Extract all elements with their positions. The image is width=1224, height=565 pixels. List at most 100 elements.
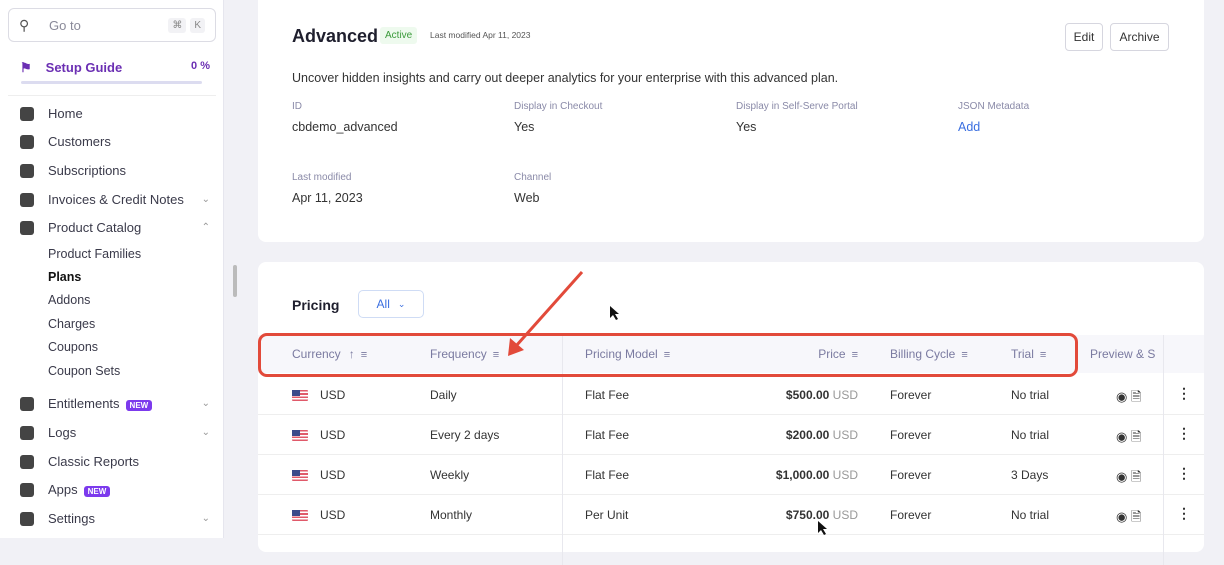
setup-guide[interactable]: ⚑ Setup Guide 0 % [20,60,210,75]
field-value: Web [514,191,540,205]
sidebar-item-invoices-credit-notes[interactable]: Invoices & Credit Notes ⌄ [20,192,210,207]
divider [8,95,216,96]
sidebar-item-customers[interactable]: Customers [20,134,210,149]
gear-icon [20,511,34,526]
setup-progress-bar [21,81,202,84]
logs-icon [20,425,34,440]
column-header[interactable]: Preview & S [1090,347,1156,361]
page-title: Advanced [292,26,379,46]
more-options-icon[interactable]: ⋮ [1177,465,1191,481]
table-row[interactable]: USD Every 2 days Flat Fee $200.00 USD Fo… [258,415,1204,455]
flag-icon: ⚑ [20,60,32,75]
table-row[interactable]: USD Daily Flat Fee $500.00 USD Forever N… [258,375,1204,415]
filter-icon[interactable]: ≡ [492,349,500,361]
eye-icon[interactable]: ◉ [1116,509,1128,524]
document-icon[interactable]: 🗎 [1130,429,1142,444]
filter-icon[interactable]: ≡ [961,349,968,361]
sidebar-subitem[interactable]: Coupons [48,340,99,354]
column-header[interactable]: Billing Cycle ≡ [890,347,968,361]
more-options-icon[interactable]: ⋮ [1177,505,1191,521]
document-icon[interactable]: 🗎 [1130,469,1142,484]
field-label: ID [292,101,302,112]
home-icon [20,106,34,121]
us-flag-icon [292,510,308,522]
field-label: Display in Self-Serve Portal [736,101,858,112]
filter-icon[interactable]: ≡ [1039,349,1047,361]
status-badge: Active [380,27,418,44]
field-value: Yes [736,120,757,134]
chevron-icon: ⌄ [201,398,210,409]
sidebar-subitem[interactable]: Charges [48,317,96,331]
catalog-icon [20,220,34,235]
shortcut-key: K [190,17,205,33]
chevron-down-icon: ⌄ [397,298,406,309]
pricing-filter-select[interactable]: All ⌄ [358,290,424,318]
field-label: Last modified [292,172,352,183]
us-flag-icon [292,430,308,442]
field-value[interactable]: Add [958,120,981,134]
column-divider [1163,335,1164,565]
last-modified: Last modified Apr 11, 2023 [430,30,531,40]
sidebar-item-settings[interactable]: Settings ⌄ [20,511,210,526]
sidebar-subitem[interactable]: Coupon Sets [48,364,121,378]
eye-icon[interactable]: ◉ [1116,469,1128,484]
eye-icon[interactable]: ◉ [1116,429,1128,444]
search-input[interactable]: ⚲ Go to ⌘ K [8,8,216,42]
crown-icon [20,396,34,411]
eye-icon[interactable]: ◉ [1116,389,1128,404]
sidebar-item-classic-reports[interactable]: Classic Reports [20,454,210,469]
new-badge: NEW [125,400,153,411]
subscriptions-icon [20,163,34,178]
chevron-icon: ⌄ [201,194,210,205]
column-header[interactable]: Pricing Model ≡ [585,347,671,361]
pricing-title: Pricing [292,297,340,313]
field-label: Channel [514,172,552,183]
filter-icon[interactable]: ≡ [360,349,368,361]
sidebar-item-apps[interactable]: Apps NEW [20,482,210,497]
sidebar-subitem[interactable]: Addons [48,293,91,307]
column-header[interactable]: Trial ≡ [1011,347,1047,361]
highlight-box [258,333,1078,377]
apps-icon [20,482,34,497]
plan-details-card: Advanced Active Last modified Apr 11, 20… [258,0,1204,242]
table-row[interactable]: USD Weekly Flat Fee $1,000.00 USD Foreve… [258,455,1204,495]
sidebar-resize-handle[interactable] [233,265,237,297]
sort-asc-icon: ↑ [348,347,355,361]
sidebar-item-home[interactable]: Home [20,106,210,121]
sidebar: ⚲ Go to ⌘ K ⚑ Setup Guide 0 % Home Custo… [0,0,224,538]
customers-icon [20,134,34,149]
chevron-icon: ⌃ [201,222,210,233]
field-value: cbdemo_advanced [292,120,398,134]
chevron-icon: ⌄ [201,513,210,524]
sidebar-item-product-catalog[interactable]: Product Catalog ⌃ [20,220,210,235]
archive-button[interactable]: Archive [1110,23,1169,51]
document-icon[interactable]: 🗎 [1130,389,1142,404]
column-header[interactable]: Price ≡ [818,347,858,361]
new-badge: NEW [83,486,111,497]
search-icon: ⚲ [19,16,30,33]
us-flag-icon [292,390,308,402]
more-options-icon[interactable]: ⋮ [1177,385,1191,401]
column-header[interactable]: Frequency ≡ [430,347,500,361]
sidebar-item-logs[interactable]: Logs ⌄ [20,425,210,440]
more-options-icon[interactable]: ⋮ [1177,425,1191,441]
filter-icon[interactable]: ≡ [851,349,858,361]
document-icon[interactable]: 🗎 [1130,509,1142,524]
sidebar-item-subscriptions[interactable]: Subscriptions [20,163,210,178]
field-value: Apr 11, 2023 [292,191,363,205]
sidebar-subitem[interactable]: Plans [48,270,82,284]
table-row[interactable]: USD Monthly Per Unit $750.00 USD Forever… [258,495,1204,535]
sidebar-subitem[interactable]: Product Families [48,247,142,261]
invoice-icon [20,192,34,207]
reports-icon [20,454,34,469]
annotation-arrow [508,271,827,535]
column-header[interactable]: Currency ↑ ≡ [292,347,368,361]
shortcut-key: ⌘ [168,17,187,33]
pricing-card: Pricing All ⌄ Currency ↑ ≡ Frequency ≡ Pricing… [258,262,1204,565]
field-label: Display in Checkout [514,101,603,112]
plan-description: Uncover hidden insights and carry out de… [292,71,839,85]
filter-icon[interactable]: ≡ [663,349,671,361]
edit-button[interactable]: Edit [1065,23,1103,51]
sidebar-item-entitlements[interactable]: Entitlements NEW ⌄ [20,396,210,411]
table-header: Currency ↑ ≡ Frequency ≡ Pricing Model ≡ Price ≡… [258,335,1204,373]
